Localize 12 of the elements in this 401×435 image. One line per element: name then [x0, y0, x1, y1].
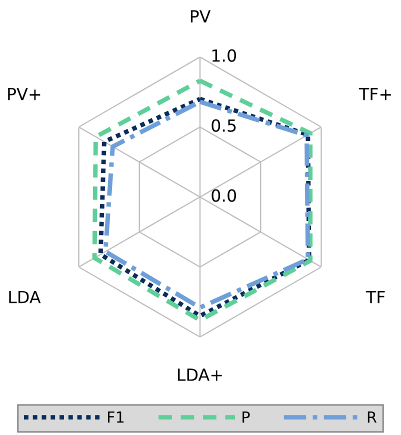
legend-label: F1: [108, 412, 124, 423]
legend-label: P: [242, 412, 250, 423]
spoke-label: TF+: [358, 88, 391, 100]
spoke-label: TF: [366, 290, 385, 304]
y-tick-label: 0.5: [212, 119, 236, 132]
spoke-label: LDA: [9, 290, 41, 304]
y-tick-label: 1.0: [212, 49, 236, 62]
y-tick-label: 0.0: [212, 189, 236, 202]
spoke-label: LDA+: [178, 368, 222, 381]
spoke-label: PV+: [8, 88, 40, 100]
legend-label: R: [368, 412, 377, 423]
spoke-label: PV: [190, 10, 211, 22]
